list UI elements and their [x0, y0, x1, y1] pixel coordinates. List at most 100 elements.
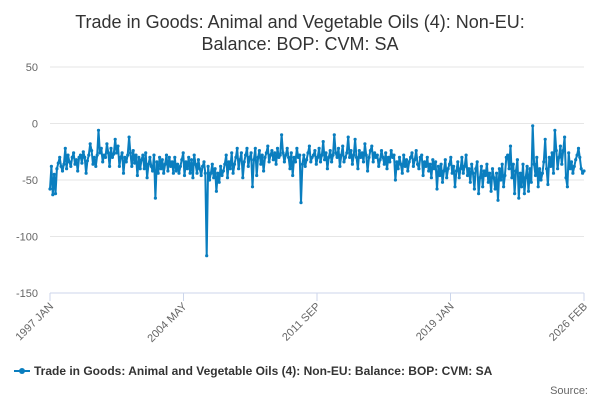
data-point[interactable]	[425, 155, 429, 159]
data-point[interactable]	[364, 153, 368, 157]
data-point[interactable]	[532, 162, 536, 166]
data-point[interactable]	[535, 155, 539, 159]
series-line[interactable]	[49, 124, 585, 257]
data-point[interactable]	[210, 162, 214, 166]
data-point[interactable]	[112, 152, 116, 156]
data-point[interactable]	[485, 162, 489, 166]
data-point[interactable]	[373, 151, 377, 155]
data-point[interactable]	[354, 155, 359, 159]
data-point[interactable]	[303, 164, 307, 168]
data-point[interactable]	[145, 176, 149, 180]
data-point[interactable]	[316, 155, 320, 159]
data-point[interactable]	[447, 162, 452, 166]
data-point[interactable]	[489, 189, 493, 193]
data-point[interactable]	[56, 161, 60, 165]
data-point[interactable]	[374, 155, 378, 159]
data-point[interactable]	[357, 149, 361, 153]
data-point[interactable]	[574, 158, 578, 162]
data-point[interactable]	[273, 151, 277, 155]
data-point[interactable]	[452, 164, 456, 168]
data-point[interactable]	[356, 167, 360, 171]
data-point[interactable]	[336, 146, 341, 150]
data-point[interactable]	[259, 162, 263, 166]
data-point[interactable]	[417, 167, 421, 171]
data-point[interactable]	[281, 151, 285, 155]
data-point[interactable]	[497, 167, 501, 171]
data-point[interactable]	[317, 146, 321, 150]
data-point[interactable]	[536, 185, 540, 189]
data-point[interactable]	[305, 158, 309, 162]
data-point[interactable]	[120, 151, 124, 155]
data-point[interactable]	[133, 161, 137, 165]
data-point[interactable]	[393, 178, 397, 182]
data-point[interactable]	[92, 155, 96, 159]
data-point[interactable]	[241, 176, 245, 180]
data-point[interactable]	[346, 135, 350, 139]
data-point[interactable]	[302, 153, 306, 157]
data-point[interactable]	[257, 149, 261, 153]
data-point[interactable]	[495, 171, 499, 175]
data-point[interactable]	[51, 193, 55, 197]
data-point[interactable]	[321, 140, 325, 144]
data-point[interactable]	[563, 135, 567, 139]
data-point[interactable]	[432, 167, 436, 171]
data-point[interactable]	[459, 167, 463, 171]
data-point[interactable]	[403, 164, 407, 168]
data-point[interactable]	[424, 164, 428, 168]
data-point[interactable]	[443, 158, 447, 162]
data-point[interactable]	[343, 155, 347, 159]
data-point[interactable]	[429, 176, 433, 180]
data-point[interactable]	[445, 176, 449, 180]
data-point[interactable]	[69, 164, 73, 168]
data-point[interactable]	[511, 162, 515, 166]
data-point[interactable]	[187, 155, 191, 159]
data-point[interactable]	[371, 160, 375, 164]
data-point[interactable]	[201, 164, 205, 168]
data-point[interactable]	[549, 164, 553, 168]
data-point[interactable]	[181, 151, 185, 155]
data-point[interactable]	[561, 149, 565, 153]
data-point[interactable]	[101, 160, 105, 164]
data-point[interactable]	[431, 158, 435, 162]
data-point[interactable]	[263, 155, 267, 159]
data-point[interactable]	[345, 151, 349, 155]
data-point[interactable]	[128, 151, 132, 155]
data-point[interactable]	[490, 167, 495, 171]
data-point[interactable]	[163, 162, 167, 166]
data-point[interactable]	[334, 151, 338, 155]
data-point[interactable]	[471, 171, 475, 175]
data-point[interactable]	[167, 155, 171, 159]
data-point[interactable]	[539, 178, 543, 182]
data-point[interactable]	[160, 158, 164, 162]
data-point[interactable]	[524, 176, 528, 180]
data-point[interactable]	[249, 151, 253, 155]
data-point[interactable]	[348, 155, 352, 159]
data-point[interactable]	[213, 167, 217, 171]
data-point[interactable]	[76, 169, 80, 173]
data-point[interactable]	[156, 171, 160, 175]
data-point[interactable]	[379, 149, 384, 153]
data-point[interactable]	[367, 155, 371, 159]
data-point[interactable]	[195, 171, 199, 175]
data-point[interactable]	[546, 182, 550, 187]
data-point[interactable]	[407, 160, 411, 164]
data-point[interactable]	[416, 162, 420, 166]
data-point[interactable]	[99, 146, 103, 150]
data-point[interactable]	[486, 180, 490, 184]
data-point[interactable]	[296, 155, 300, 159]
data-point[interactable]	[109, 146, 113, 150]
data-point[interactable]	[504, 155, 508, 159]
data-point[interactable]	[88, 142, 92, 146]
data-point[interactable]	[556, 167, 560, 171]
data-point[interactable]	[127, 135, 131, 139]
data-point[interactable]	[310, 155, 314, 159]
data-point[interactable]	[293, 160, 298, 164]
data-point[interactable]	[245, 146, 249, 150]
data-point[interactable]	[360, 151, 364, 155]
data-point[interactable]	[224, 153, 228, 157]
data-point[interactable]	[409, 155, 413, 159]
data-point[interactable]	[370, 144, 374, 148]
data-point[interactable]	[564, 176, 568, 180]
data-point[interactable]	[361, 160, 366, 164]
data-point[interactable]	[410, 151, 414, 155]
